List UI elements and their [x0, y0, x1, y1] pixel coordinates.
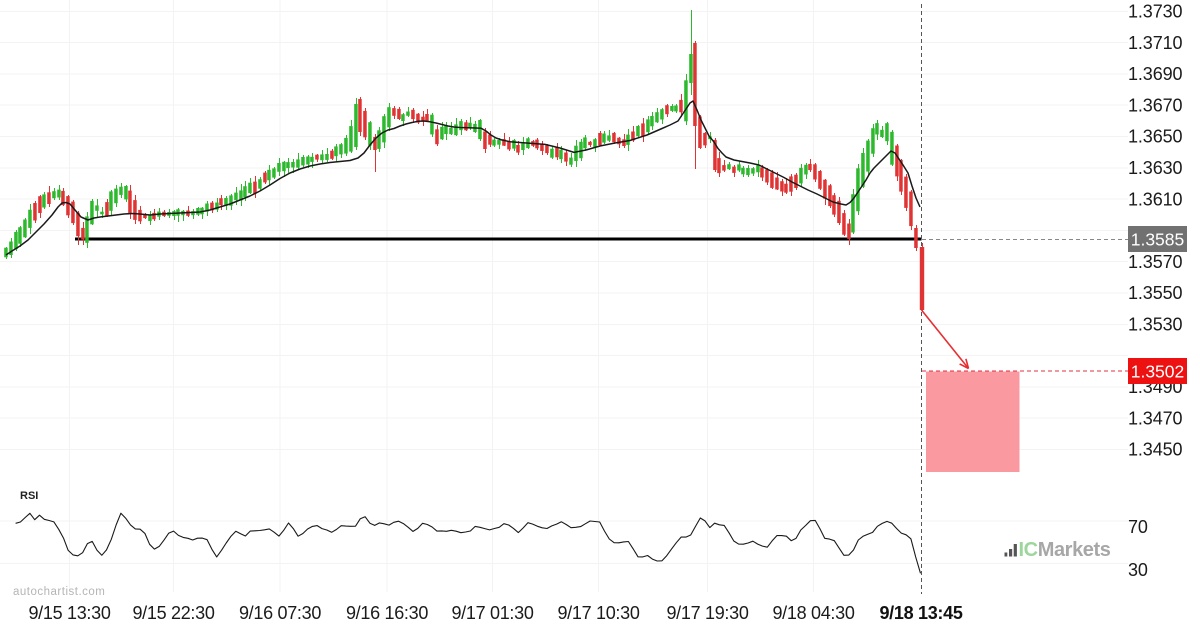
svg-text:9/15 22:30: 9/15 22:30: [132, 603, 214, 623]
svg-text:9/18 04:30: 9/18 04:30: [772, 603, 854, 623]
svg-text:9/16 07:30: 9/16 07:30: [239, 603, 321, 623]
svg-text:1.3710: 1.3710: [1128, 33, 1183, 53]
svg-text:9/18 13:45: 9/18 13:45: [879, 603, 962, 623]
svg-text:1.3690: 1.3690: [1128, 64, 1183, 84]
svg-text:9/17 19:30: 9/17 19:30: [666, 603, 748, 623]
svg-text:ICMarkets: ICMarkets: [1019, 539, 1111, 561]
svg-text:autochartist.com: autochartist.com: [13, 586, 105, 598]
svg-text:1.3670: 1.3670: [1128, 95, 1183, 115]
svg-text:1.3530: 1.3530: [1128, 315, 1183, 335]
svg-text:30: 30: [1128, 560, 1148, 580]
svg-text:1.3730: 1.3730: [1128, 2, 1183, 22]
svg-text:1.3470: 1.3470: [1128, 408, 1183, 428]
svg-text:9/16 16:30: 9/16 16:30: [346, 603, 428, 623]
svg-text:9/15 13:30: 9/15 13:30: [28, 603, 110, 623]
svg-text:1.3550: 1.3550: [1128, 283, 1183, 303]
svg-text:1.3450: 1.3450: [1128, 440, 1183, 460]
svg-text:9/17 01:30: 9/17 01:30: [451, 603, 533, 623]
svg-text:1.3502: 1.3502: [1131, 362, 1185, 382]
svg-text:1.3570: 1.3570: [1128, 252, 1183, 272]
svg-text:RSI: RSI: [20, 490, 38, 502]
svg-text:1.3630: 1.3630: [1128, 158, 1183, 178]
svg-text:9/17 10:30: 9/17 10:30: [557, 603, 639, 623]
svg-text:1.3585: 1.3585: [1131, 230, 1185, 250]
svg-text:1.3610: 1.3610: [1128, 189, 1183, 209]
svg-text:1.3650: 1.3650: [1128, 127, 1183, 147]
svg-text:70: 70: [1128, 517, 1148, 537]
